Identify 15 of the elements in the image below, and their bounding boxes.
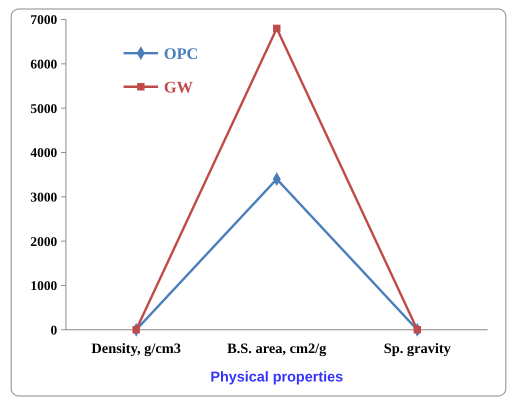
x-axis-title: Physical properties xyxy=(210,370,344,386)
point xyxy=(273,24,280,32)
x-tick-label: B.S. area, cm2/g xyxy=(227,340,328,357)
y-tick-label: 2000 xyxy=(30,234,58,249)
x-tick-label: Density, g/cm3 xyxy=(91,340,181,357)
x-tick-label: Sp. gravity xyxy=(384,340,452,357)
legend-label: GW xyxy=(164,77,194,96)
y-tick-label: 5000 xyxy=(30,100,58,116)
y-tick-label: 4000 xyxy=(30,145,58,160)
y-tick-label: 6000 xyxy=(30,56,58,72)
y-tick-label: 7000 xyxy=(30,12,58,28)
y-tick-label: 3000 xyxy=(30,190,58,205)
legend-label: OPC xyxy=(164,44,198,63)
y-tick-label: 1000 xyxy=(30,278,58,294)
y-tick-label: 0 xyxy=(50,322,58,338)
